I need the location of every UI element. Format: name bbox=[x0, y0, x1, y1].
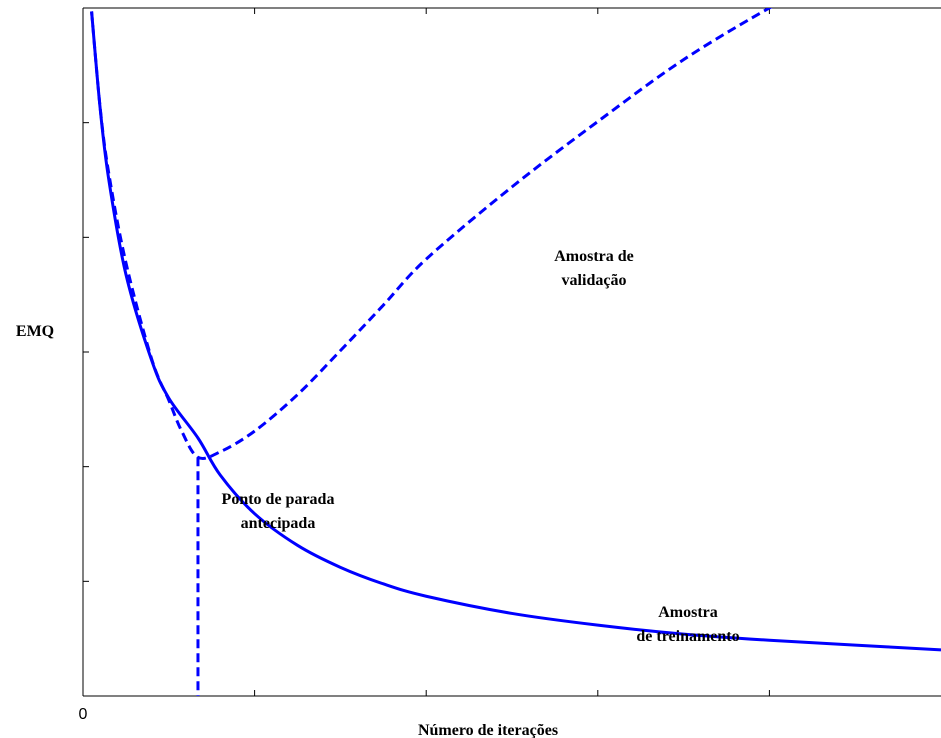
annotation-training-line2: de treinamento bbox=[636, 628, 739, 645]
annotation-validation-line2: validação bbox=[562, 272, 627, 289]
training-curve bbox=[90, 11, 941, 652]
x-axis-label: Número de iterações bbox=[418, 722, 558, 738]
annotation-early-stop-line1: Ponto de parada bbox=[222, 491, 335, 508]
annotation-training-line1: Amostra bbox=[658, 604, 718, 621]
axes bbox=[82, 7, 941, 697]
validation-curve bbox=[90, 8, 773, 460]
series-layer bbox=[90, 8, 941, 652]
y-axis-label: EMQ bbox=[16, 323, 54, 340]
axis-ticks bbox=[83, 8, 770, 696]
annotation-early-stop-line2: antecipada bbox=[241, 515, 316, 532]
x-tick-label-0: 0 bbox=[79, 706, 88, 723]
annotation-validation-line1: Amostra de bbox=[554, 248, 634, 265]
